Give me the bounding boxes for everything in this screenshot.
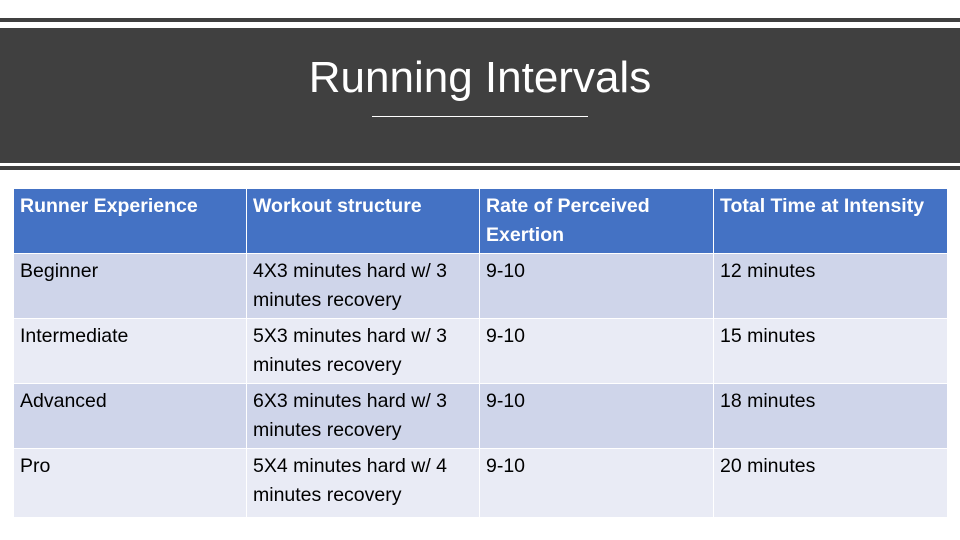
cell-rate-of-perceived-exertion: 9-10 (479, 383, 714, 449)
cell-rate-of-perceived-exertion: 9-10 (479, 318, 714, 384)
title-band-fill (0, 28, 960, 163)
cell-runner-experience: Intermediate (13, 318, 247, 384)
cell-workout-structure: 5X4 minutes hard w/ 4 minutes recovery (246, 448, 480, 518)
table-row: Intermediate 5X3 minutes hard w/ 3 minut… (13, 318, 948, 384)
header-runner-experience: Runner Experience (13, 188, 247, 254)
table-row: Advanced 6X3 minutes hard w/ 3 minutes r… (13, 383, 948, 449)
cell-total-time-at-intensity: 12 minutes (713, 253, 948, 319)
header-total-time-at-intensity: Total Time at Intensity (713, 188, 948, 254)
cell-runner-experience: Beginner (13, 253, 247, 319)
table-row: Pro 5X4 minutes hard w/ 4 minutes recove… (13, 448, 948, 518)
table-header-row: Runner Experience Workout structure Rate… (13, 188, 948, 254)
cell-rate-of-perceived-exertion: 9-10 (479, 448, 714, 518)
running-intervals-table: Runner Experience Workout structure Rate… (13, 188, 948, 518)
title-underline (372, 116, 588, 117)
table-row: Beginner 4X3 minutes hard w/ 3 minutes r… (13, 253, 948, 319)
cell-workout-structure: 5X3 minutes hard w/ 3 minutes recovery (246, 318, 480, 384)
cell-total-time-at-intensity: 18 minutes (713, 383, 948, 449)
cell-rate-of-perceived-exertion: 9-10 (479, 253, 714, 319)
title-band-bottom-rule (0, 166, 960, 170)
cell-total-time-at-intensity: 20 minutes (713, 448, 948, 518)
cell-runner-experience: Pro (13, 448, 247, 518)
header-rate-of-perceived-exertion: Rate of Perceived Exertion (479, 188, 714, 254)
header-workout-structure: Workout structure (246, 188, 480, 254)
cell-workout-structure: 6X3 minutes hard w/ 3 minutes recovery (246, 383, 480, 449)
cell-total-time-at-intensity: 15 minutes (713, 318, 948, 384)
slide-title: Running Intervals (308, 53, 652, 102)
title-band (0, 18, 960, 170)
cell-runner-experience: Advanced (13, 383, 247, 449)
cell-workout-structure: 4X3 minutes hard w/ 3 minutes recovery (246, 253, 480, 319)
title-band-top-rule (0, 18, 960, 22)
